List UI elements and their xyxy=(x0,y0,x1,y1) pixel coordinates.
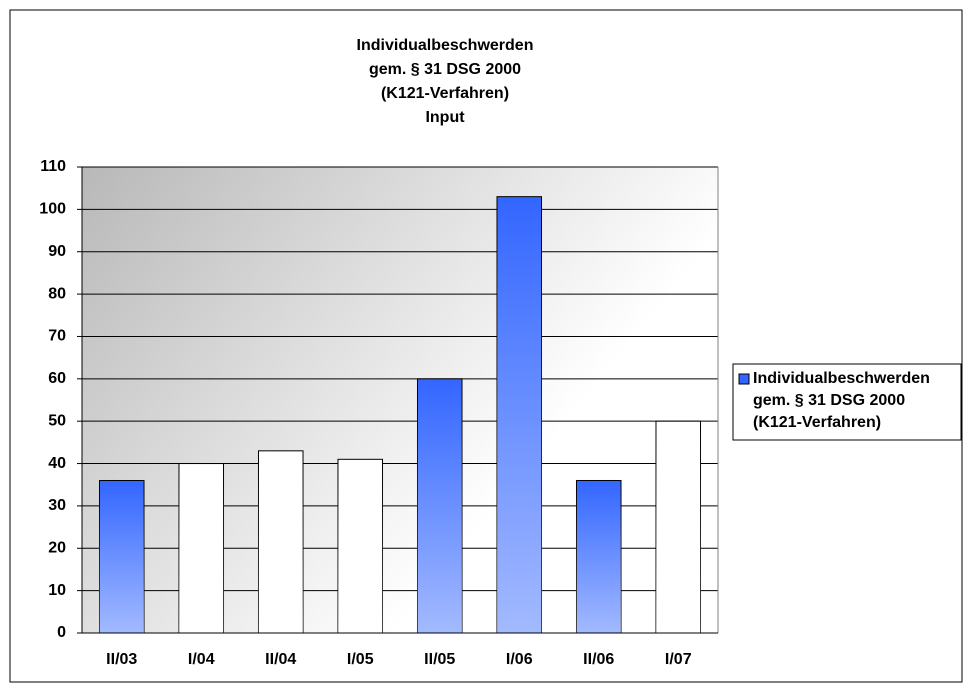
bar xyxy=(655,420,702,634)
bar xyxy=(337,458,384,634)
legend-label: Individualbeschwerden xyxy=(753,370,930,387)
y-tick-label: 70 xyxy=(48,328,66,345)
y-tick-label: 30 xyxy=(48,497,66,514)
x-tick-label: II/04 xyxy=(265,651,296,668)
x-tick-label: I/06 xyxy=(506,651,533,668)
y-tick-label: 100 xyxy=(39,201,66,218)
bar xyxy=(257,450,304,634)
y-tick-label: 0 xyxy=(57,624,66,641)
y-tick-label: 20 xyxy=(48,539,66,556)
chart-title: gem. § 31 DSG 2000 xyxy=(369,61,521,78)
y-tick-label: 50 xyxy=(48,412,66,429)
chart-title: Individualbeschwerden xyxy=(357,37,534,54)
legend-swatch xyxy=(738,373,750,385)
bar xyxy=(416,378,463,634)
legend-box xyxy=(732,363,962,441)
y-tick-label: 90 xyxy=(48,243,66,260)
bar xyxy=(98,479,145,634)
y-tick-label: 110 xyxy=(40,158,66,175)
y-tick-label: 80 xyxy=(48,285,66,302)
y-tick-label: 60 xyxy=(48,370,66,387)
y-tick-label: 40 xyxy=(48,455,66,472)
bar xyxy=(496,196,543,634)
plot-area xyxy=(82,167,718,633)
chart-title: Input xyxy=(425,109,465,126)
x-tick-label: I/05 xyxy=(347,651,374,668)
x-tick-label: II/05 xyxy=(424,651,455,668)
y-tick-label: 10 xyxy=(48,582,66,599)
x-tick-label: II/03 xyxy=(106,651,137,668)
legend-label: (K121-Verfahren) xyxy=(753,414,881,431)
x-tick-label: I/04 xyxy=(188,651,215,668)
chart-title: (K121-Verfahren) xyxy=(381,85,509,102)
legend-label: gem. § 31 DSG 2000 xyxy=(753,392,905,409)
bar xyxy=(575,479,622,634)
x-tick-label: II/06 xyxy=(583,651,614,668)
bar xyxy=(178,463,225,634)
x-tick-label: I/07 xyxy=(665,651,692,668)
